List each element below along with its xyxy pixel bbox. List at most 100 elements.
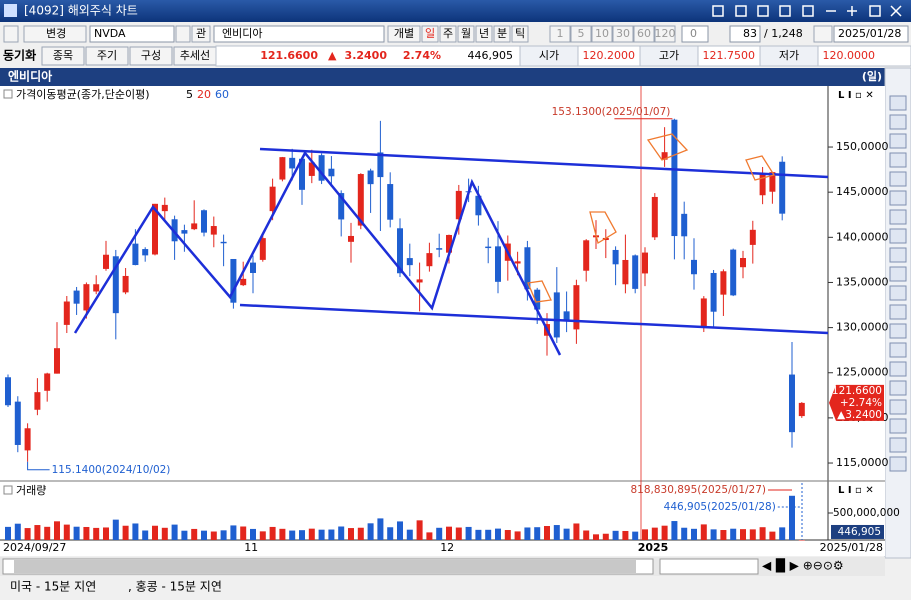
volume-bar (152, 525, 158, 540)
volume-bar (651, 527, 658, 540)
volume-bar (740, 529, 746, 540)
plot-background (0, 86, 885, 556)
interval-button[interactable] (549, 25, 571, 43)
candle-body (299, 158, 305, 190)
quote-button[interactable] (85, 46, 129, 66)
period-label: 일 (425, 26, 435, 40)
period-button[interactable] (439, 25, 457, 43)
tool-icon[interactable] (889, 342, 907, 358)
volume-bar (14, 523, 21, 540)
watch-button[interactable] (191, 25, 211, 43)
quote-volume: 446,905 (468, 49, 514, 62)
annotation: 153.1300(2025/01/07) (552, 106, 671, 118)
period-label: 틱 (515, 27, 525, 40)
volume-bar (583, 530, 590, 540)
field-label-bg (639, 45, 699, 67)
tool-icon[interactable] (889, 95, 907, 111)
y-tick-label: 140,0000 (836, 230, 889, 243)
nav-button[interactable] (3, 25, 19, 43)
search-button[interactable] (175, 25, 191, 43)
pane-controls[interactable]: L I ▫ ✕ (838, 485, 874, 496)
candle-body (259, 238, 266, 260)
annotation-leader (27, 461, 50, 471)
candle-body (220, 241, 227, 244)
period-button[interactable] (511, 25, 529, 43)
period-button[interactable] (421, 25, 439, 43)
volume-bar (122, 525, 129, 540)
candle-body (632, 255, 639, 289)
volume-bar (426, 532, 433, 540)
tool-icon[interactable] (889, 361, 907, 377)
candle-body (779, 161, 786, 214)
interval-label: 60 (637, 27, 651, 40)
date-input[interactable] (833, 25, 909, 43)
period-button[interactable] (475, 25, 493, 43)
volume-bar (161, 527, 168, 540)
volume-bar (348, 528, 354, 540)
interval-button[interactable] (633, 25, 655, 43)
tool-icon[interactable] (889, 209, 907, 225)
count-input[interactable] (729, 25, 761, 43)
arrow: ▲ (328, 49, 337, 62)
tool-icon[interactable] (889, 152, 907, 168)
tool-icon[interactable] (889, 437, 907, 453)
tool-icon[interactable] (889, 380, 907, 396)
candle-body (406, 258, 413, 266)
candle-body (63, 301, 70, 325)
lookup-button[interactable] (813, 25, 833, 43)
tool-icon[interactable] (889, 456, 907, 472)
tool-icon[interactable] (889, 133, 907, 149)
volume-title: 거래량 (16, 484, 46, 497)
tool-icon[interactable] (889, 228, 907, 244)
tool-icon[interactable] (889, 285, 907, 301)
interval-button[interactable] (591, 25, 613, 43)
change-button[interactable] (23, 25, 87, 43)
interval-button[interactable] (570, 25, 592, 43)
candle-body (681, 213, 688, 237)
candle-body (495, 246, 501, 282)
legend-icon (3, 89, 13, 99)
tool-icon[interactable] (889, 114, 907, 130)
quote-button[interactable] (129, 46, 173, 66)
playback-controls[interactable]: ◀▐▌▶ ⊕⊖⊙⚙ (762, 558, 844, 573)
candle-body (740, 257, 746, 268)
symbol-input[interactable] (89, 25, 175, 43)
quote-button[interactable] (41, 46, 85, 66)
candle-body (210, 226, 217, 235)
interval-input[interactable] (681, 25, 709, 43)
tool-icon[interactable] (889, 247, 907, 263)
candle-body (142, 249, 149, 256)
tool-icon[interactable] (889, 171, 907, 187)
name: 엔비디아 (222, 27, 262, 40)
field-value: 121.7500 (703, 49, 756, 62)
period-label: 년 (479, 27, 489, 40)
candle-body (661, 152, 668, 160)
window-controls[interactable] (712, 5, 902, 17)
tool-icon[interactable] (889, 190, 907, 206)
tool-icon[interactable] (889, 399, 907, 415)
field-label: 저가 (779, 49, 799, 62)
period-button[interactable] (457, 25, 475, 43)
interval-button[interactable] (612, 25, 634, 43)
mode-label: 개별 (394, 27, 414, 40)
candle-body (240, 278, 247, 286)
change-pct: 2.74% (403, 49, 441, 62)
volume-bar (681, 527, 688, 540)
zoom-slider[interactable] (659, 558, 759, 575)
tool-icon[interactable] (889, 418, 907, 434)
interval-button[interactable] (654, 25, 676, 43)
tool-icon[interactable] (889, 304, 907, 320)
scroll-thumb[interactable] (14, 560, 636, 573)
window-title: [4092] 해외주식 차트 (24, 4, 138, 18)
candle-body (426, 253, 433, 267)
candle-body (93, 284, 100, 292)
volume-bar (220, 530, 227, 540)
field-label-bg (759, 45, 819, 67)
period-button[interactable] (493, 25, 511, 43)
tool-icon[interactable] (889, 323, 907, 339)
candle-body (250, 262, 256, 273)
pane-controls[interactable]: L I ▫ ✕ (838, 90, 874, 101)
price: 121.6600 (260, 49, 318, 62)
mode-button[interactable] (387, 25, 421, 43)
tool-icon[interactable] (889, 266, 907, 282)
